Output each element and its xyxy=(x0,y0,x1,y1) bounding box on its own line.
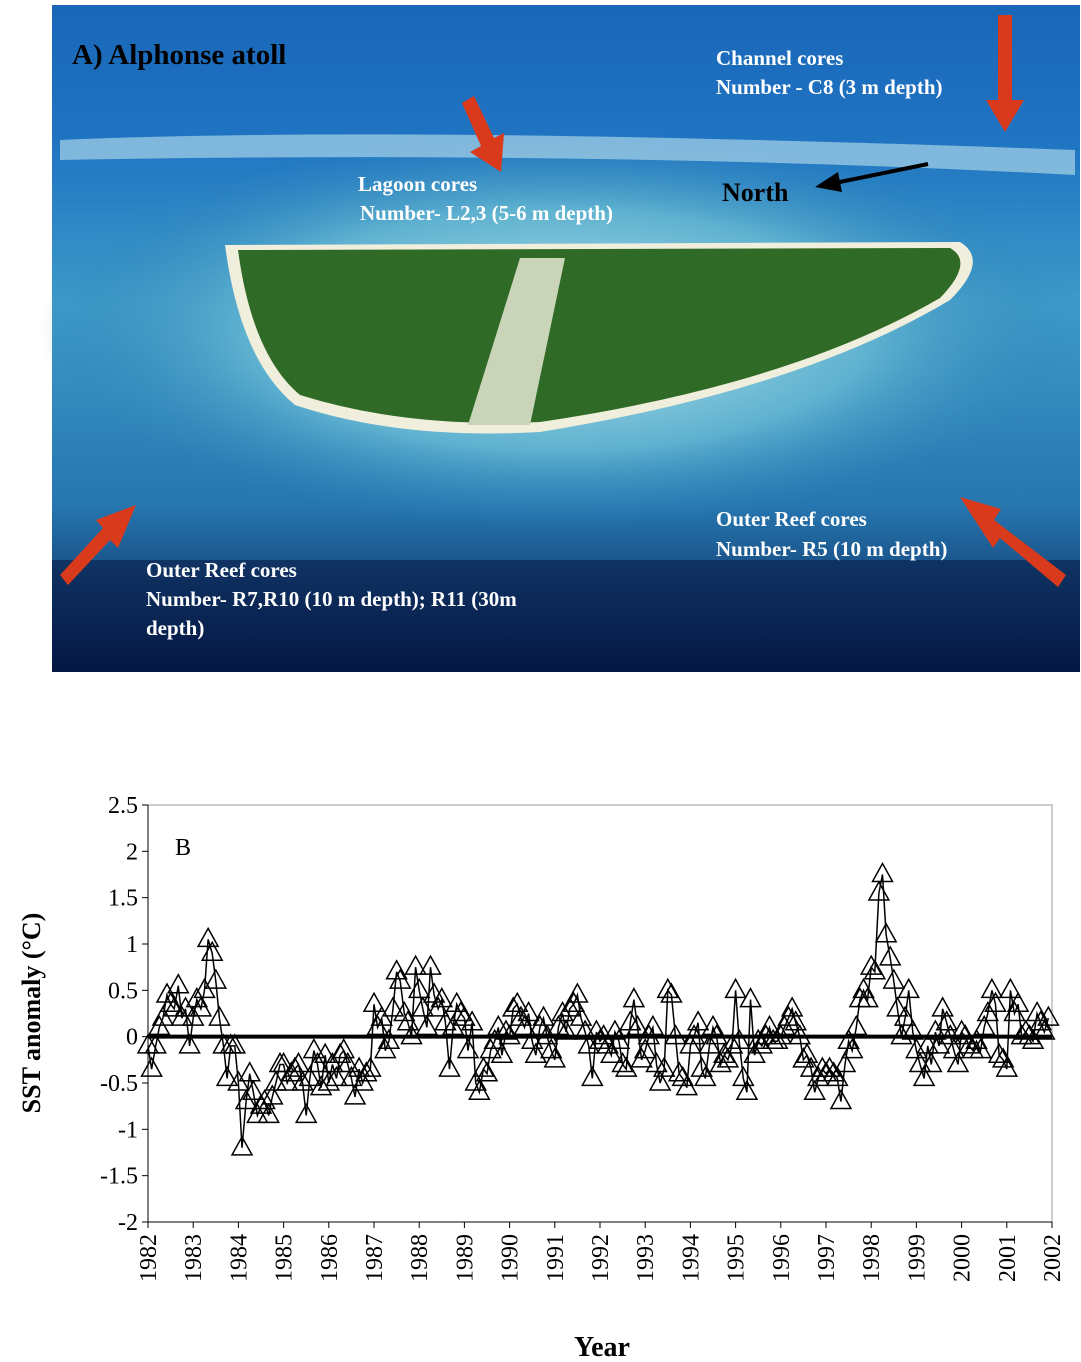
annotation-heading: Outer Reef cores xyxy=(716,507,867,531)
north-label: North xyxy=(722,178,789,207)
marker xyxy=(270,1053,290,1071)
y-tick-label: -1.5 xyxy=(100,1164,138,1190)
annotation-heading: Outer Reef cores xyxy=(146,558,297,582)
x-tick-label: 1993 xyxy=(633,1234,659,1282)
x-tick-label: 1991 xyxy=(543,1234,569,1282)
y-tick-label: -2 xyxy=(118,1210,138,1236)
x-tick-label: 1990 xyxy=(498,1234,524,1282)
x-tick-label: 1982 xyxy=(136,1234,162,1282)
y-axis-label: SST anomaly (°C) xyxy=(17,913,46,1114)
x-tick-label: 1989 xyxy=(452,1234,478,1282)
y-tick-label: 1.5 xyxy=(108,886,138,912)
annotation-detail: Number- L2,3 (5-6 m depth) xyxy=(360,201,613,225)
x-tick-label: 1986 xyxy=(317,1234,343,1282)
y-tick-label: 0 xyxy=(126,1025,138,1051)
x-tick-label: 1985 xyxy=(272,1234,298,1282)
annotation-heading: Lagoon cores xyxy=(358,172,477,196)
chart: -2 -1.5 -1 -0.5 0 0.5 1 1.5 2 2.5 1982 1983 1984 1985… xyxy=(17,793,1066,1362)
annotation-detail: Number- R5 (10 m depth) xyxy=(716,537,947,561)
y-tick-label: -0.5 xyxy=(100,1071,138,1097)
annotation-heading: Channel cores xyxy=(716,46,843,70)
x-tick-label: 1998 xyxy=(859,1234,885,1282)
x-tick-label: 1997 xyxy=(814,1234,840,1282)
x-tick-label: 1983 xyxy=(181,1234,207,1282)
photo-title: A) Alphonse atoll xyxy=(72,39,286,71)
x-tick-label: 1999 xyxy=(904,1234,930,1282)
photo: A) Alphonse atoll Channel cores Number -… xyxy=(40,5,1080,672)
x-tick-label: 1987 xyxy=(362,1234,388,1282)
y-tick-label: 0.5 xyxy=(108,978,138,1004)
x-axis-label: Year xyxy=(574,1332,630,1362)
x-tick-label: 1984 xyxy=(226,1234,252,1282)
marker xyxy=(797,1044,817,1062)
marker xyxy=(334,1040,354,1058)
x-tick-label: 1988 xyxy=(407,1234,433,1282)
x-tick-label: 2002 xyxy=(1040,1234,1066,1282)
x-tick-label: 2001 xyxy=(995,1234,1021,1282)
y-tick-label: 2 xyxy=(126,839,138,865)
y-tick-label: -1 xyxy=(118,1117,138,1143)
x-tick-label: 1996 xyxy=(769,1234,795,1282)
figure: A) Alphonse atoll Channel cores Number -… xyxy=(0,0,1081,1362)
x-tick-label: 2000 xyxy=(950,1234,976,1282)
series-line xyxy=(148,875,1048,1148)
y-tick-label: 1 xyxy=(126,932,138,958)
page: A) Alphonse atoll Channel cores Number -… xyxy=(0,0,1081,1362)
x-tick-label: 1994 xyxy=(678,1234,704,1282)
y-tick-label: 2.5 xyxy=(108,793,138,819)
annotation-detail: Number- R7,R10 (10 m depth); R11 (30m xyxy=(146,587,517,611)
annotation-detail: Number - C8 (3 m depth) xyxy=(716,75,943,99)
plot-frame xyxy=(148,805,1052,1222)
x-tick-label: 1995 xyxy=(724,1234,750,1282)
annotation-detail: depth) xyxy=(146,616,204,640)
panel-label: B xyxy=(175,835,191,861)
x-tick-label: 1992 xyxy=(588,1234,614,1282)
